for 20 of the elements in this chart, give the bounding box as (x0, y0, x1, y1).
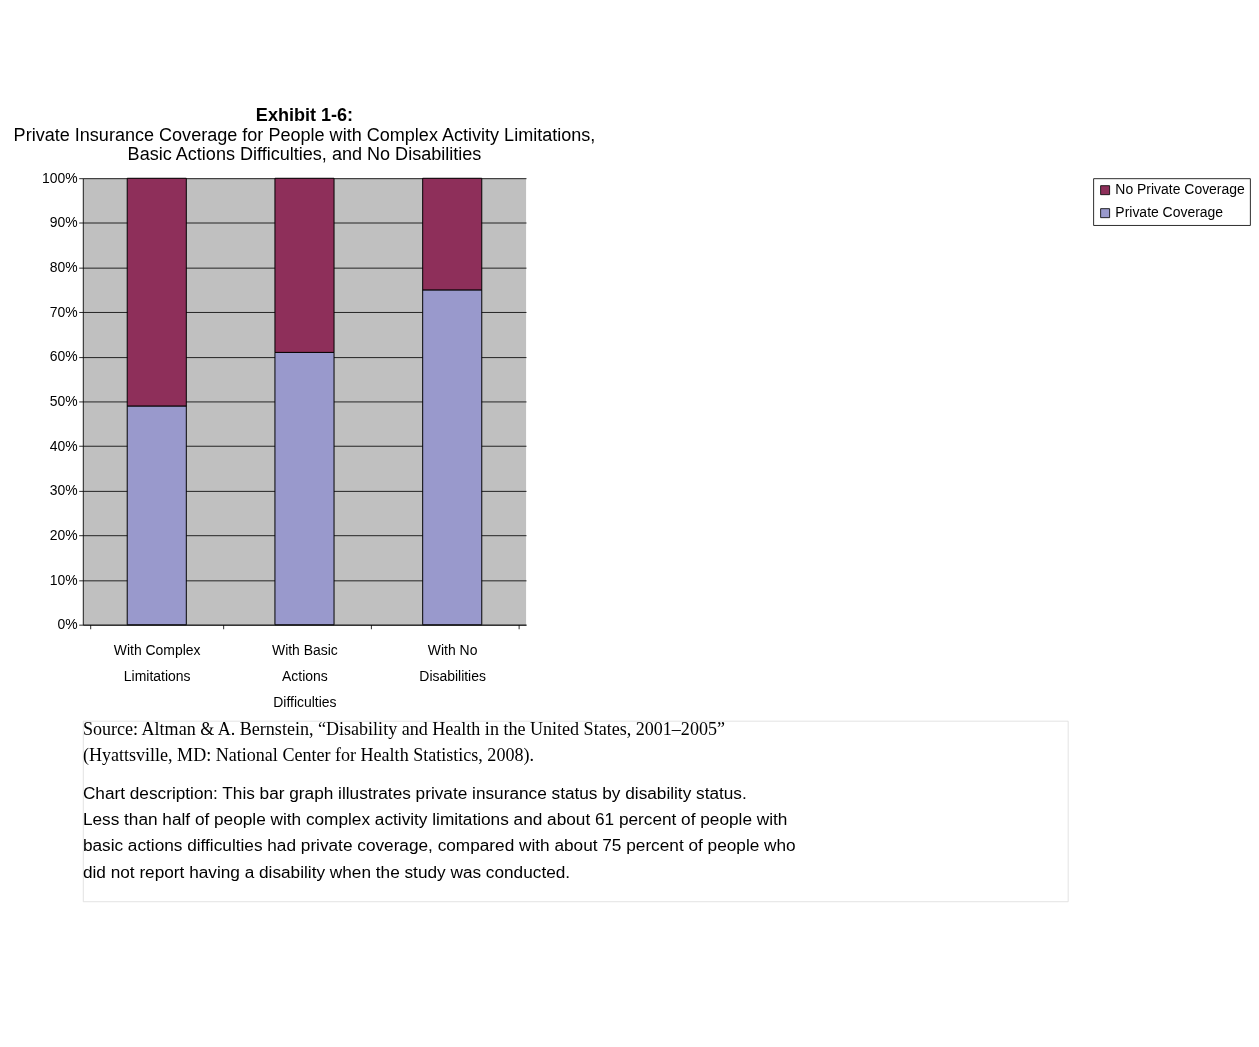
y-tick-label: 20% (49, 526, 78, 543)
x-tick-label: With Basic Actions Difficulties (271, 641, 338, 711)
chart-title: Exhibit 1-6: (255, 104, 354, 125)
y-tick-label: 50% (49, 393, 78, 410)
y-tick-label: 90% (49, 214, 78, 231)
y-tick-label: 80% (49, 259, 78, 276)
y-tick-label: 100% (41, 169, 78, 186)
x-tick-label: With Complex Limitations (113, 641, 201, 684)
y-tick-label: 40% (49, 437, 78, 454)
y-tick-label: 10% (49, 571, 78, 588)
y-tick-label: 70% (49, 303, 78, 320)
x-tick-label: With No Disabilities (419, 641, 486, 684)
text: Chart description: This bar graph illustrates private insurance status by disability status. Less than half of people with complex activity limitations and about 61 percent of people with basic actions difficulties had private coverage, compared with about 75 percent of people who did not report having a disability when the study was conducted. (82, 782, 796, 882)
y-tick-label: 60% (49, 348, 78, 365)
y-tick-label: 0% (57, 616, 78, 633)
source-note: Source: Altman & A. Bernstein, “Disability and Health in the United States, 2001–2005” (Hyattsville, MD: National Center for Health Statistics, 2008). (82, 718, 725, 766)
legend-label: Private Coverage (1115, 204, 1224, 221)
chart-subtitle: Private Insurance Coverage for People with Complex Activity Limitations, Basic Actions Difficulties, and No Disabilities (13, 124, 596, 165)
y-tick-label: 30% (49, 482, 78, 499)
legend-label: No Private Coverage (1115, 181, 1245, 198)
